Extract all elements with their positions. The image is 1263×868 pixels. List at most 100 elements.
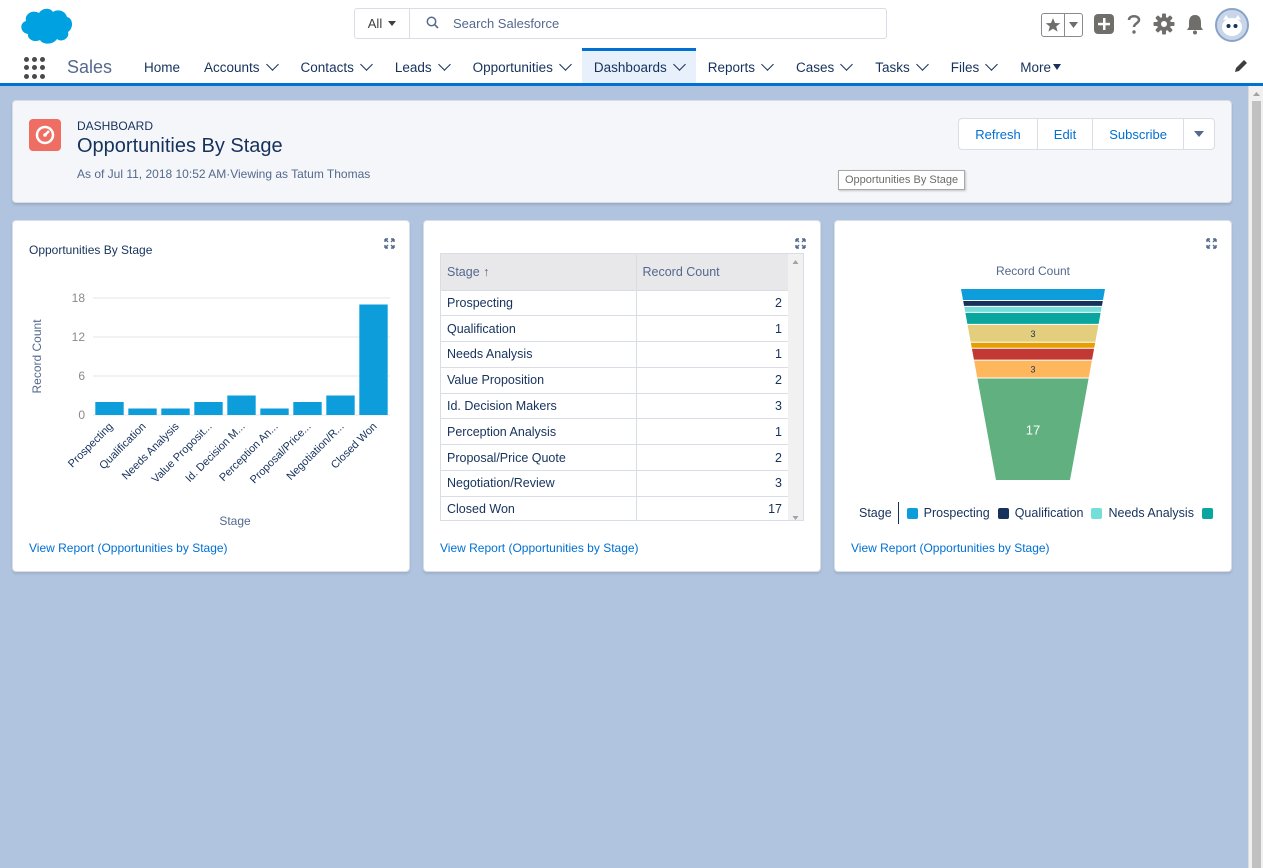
funnel-segment[interactable] (971, 348, 1095, 360)
more-actions-button[interactable] (1184, 119, 1214, 149)
y-axis-label: Record Count (30, 319, 44, 394)
favorite-star-icon[interactable] (1042, 14, 1066, 36)
app-launcher-icon[interactable] (24, 57, 46, 79)
nav-item-label: Reports (707, 59, 755, 75)
caret-down-icon (1053, 64, 1062, 70)
table-body: Prospecting 2 Qualification 1 Needs Analysis… (441, 290, 789, 520)
expand-icon[interactable] (1206, 237, 1217, 252)
edit-nav-pencil-icon[interactable] (1233, 58, 1249, 77)
funnel-segment[interactable] (970, 342, 1096, 348)
x-tick-label: Value Proposit... (150, 421, 215, 486)
funnel-title: Record Count (996, 264, 1071, 278)
page-scrollbar-thumb[interactable] (1252, 101, 1261, 868)
dashboard-header: DASHBOARD Opportunities By Stage As of J… (12, 100, 1232, 203)
edit-button[interactable]: Edit (1038, 119, 1094, 149)
caret-down-icon (388, 21, 397, 26)
bar[interactable] (95, 402, 124, 415)
expand-icon[interactable] (795, 237, 806, 252)
record-count-cell: 2 (636, 444, 789, 472)
nav-item-reports[interactable]: Reports (696, 48, 784, 83)
nav-item-accounts[interactable]: Accounts (192, 48, 289, 83)
chevron-down-icon[interactable] (840, 58, 854, 71)
nav-item-leads[interactable]: Leads (383, 48, 461, 83)
setup-gear-icon[interactable] (1153, 13, 1175, 38)
chevron-down-icon[interactable] (672, 58, 686, 71)
column-header-record-count[interactable]: Record Count (636, 254, 789, 291)
search-input[interactable] (453, 16, 886, 31)
nav-item-opportunities[interactable]: Opportunities (461, 48, 582, 83)
record-count-cell: 3 (636, 470, 789, 497)
table-row: Value Proposition 2 (441, 367, 789, 394)
view-report-link[interactable]: View Report (Opportunities by Stage) (851, 541, 1050, 555)
bar[interactable] (128, 408, 157, 416)
nav-item-dashboards[interactable]: Dashboards (581, 48, 696, 83)
view-report-link[interactable]: View Report (Opportunities by Stage) (29, 541, 228, 555)
funnel-segment[interactable] (963, 300, 1103, 306)
favorites-list-icon[interactable] (1065, 14, 1082, 36)
title-tooltip: Opportunities By Stage (838, 170, 966, 190)
table-header-row: Stage ↑ Record Count (441, 254, 789, 291)
view-report-link[interactable]: View Report (Opportunities by Stage) (440, 541, 639, 555)
bar[interactable] (194, 402, 223, 415)
notifications-bell-icon[interactable] (1185, 13, 1205, 38)
funnel-segment[interactable] (964, 306, 1102, 312)
page-scrollbar[interactable] (1248, 86, 1263, 868)
user-avatar[interactable] (1215, 8, 1249, 42)
nav-item-label: Accounts (204, 59, 260, 75)
bar[interactable] (326, 395, 355, 416)
nav-item-files[interactable]: Files (939, 48, 1009, 83)
nav-item-more[interactable]: More (1008, 48, 1073, 83)
chevron-down-icon[interactable] (985, 58, 999, 71)
nav-item-cases[interactable]: Cases (784, 48, 863, 83)
funnel-chart-component: Record Count 3 3 17 Stage Prospecting Qualif… (834, 220, 1232, 572)
salesforce-logo-icon[interactable] (15, 5, 73, 48)
funnel-segment[interactable] (961, 289, 1105, 300)
nav-item-contacts[interactable]: Contacts (289, 48, 383, 83)
expand-icon[interactable] (384, 237, 395, 252)
refresh-button[interactable]: Refresh (959, 119, 1038, 149)
bar[interactable] (227, 395, 256, 416)
search-scope-label: All (367, 16, 383, 31)
help-icon[interactable] (1125, 13, 1143, 38)
funnel-segment[interactable] (967, 324, 1099, 342)
funnel-segment[interactable] (977, 378, 1089, 480)
nav-item-tasks[interactable]: Tasks (863, 48, 939, 83)
record-count-cell: 17 (636, 496, 789, 520)
global-create-icon[interactable] (1093, 13, 1115, 38)
chevron-down-icon[interactable] (915, 58, 929, 71)
nav-item-label: Cases (796, 59, 835, 75)
stage-cell: Prospecting (441, 290, 637, 317)
chevron-down-icon[interactable] (359, 58, 373, 71)
nav-item-label: Files (950, 59, 980, 75)
legend-label: Qualification (1014, 506, 1084, 520)
stage-cell: Perception Analysis (441, 418, 637, 446)
bar[interactable] (260, 408, 289, 416)
chevron-down-icon[interactable] (761, 58, 774, 71)
funnel-segment[interactable] (965, 312, 1101, 324)
table-row: Qualification 1 (441, 315, 789, 343)
bar[interactable] (293, 402, 322, 415)
chevron-down-icon[interactable] (437, 58, 451, 71)
caret-down-icon (1194, 131, 1204, 137)
nav-item-home[interactable]: Home (132, 48, 192, 83)
y-tick-label: 18 (72, 291, 86, 305)
record-count-cell: 3 (636, 393, 789, 420)
bar[interactable] (161, 408, 190, 416)
legend-swatch (1091, 507, 1103, 519)
table-row: Proposal/Price Quote 2 (441, 444, 789, 472)
chevron-down-icon[interactable] (559, 58, 572, 71)
search-scope-dropdown[interactable]: All (355, 9, 410, 38)
record-count-cell: 1 (636, 315, 789, 343)
funnel-segment[interactable] (974, 360, 1092, 378)
record-count-cell: 1 (636, 341, 789, 368)
table-row: Perception Analysis 1 (441, 418, 789, 446)
x-axis-label: Stage (219, 514, 251, 528)
funnel-data-label: 3 (1030, 365, 1035, 375)
chevron-down-icon[interactable] (265, 58, 279, 71)
table-row: Negotiation/Review 3 (441, 470, 789, 497)
bar[interactable] (359, 304, 388, 416)
subscribe-button[interactable]: Subscribe (1093, 119, 1184, 149)
column-header-stage[interactable]: Stage ↑ (441, 254, 637, 291)
table-scrollbar[interactable] (788, 254, 803, 520)
x-tick-label: Needs Analysis (120, 420, 182, 482)
